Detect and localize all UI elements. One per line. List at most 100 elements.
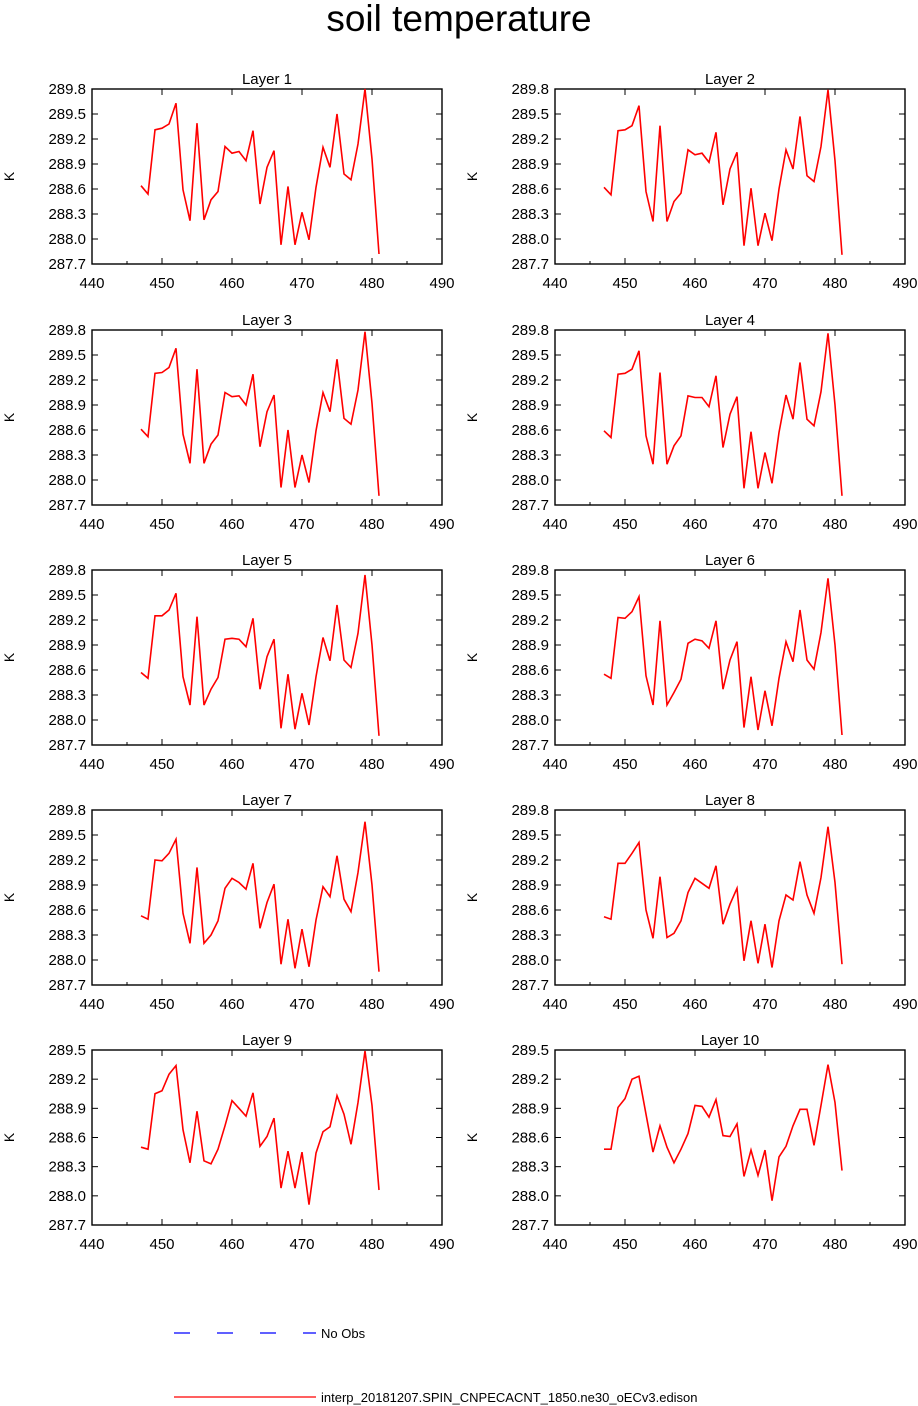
y-tick-label: 287.7 bbox=[48, 1217, 86, 1234]
y-tick-label: 288.6 bbox=[48, 902, 86, 919]
x-tick-label: 490 bbox=[429, 756, 454, 773]
y-tick-label: 289.2 bbox=[511, 852, 549, 869]
y-tick-label: 288.3 bbox=[48, 447, 86, 464]
y-tick-label: 288.0 bbox=[48, 952, 86, 969]
x-tick-label: 490 bbox=[429, 516, 454, 533]
y-axis-label: K bbox=[464, 1132, 480, 1142]
y-tick-label: 288.0 bbox=[48, 1188, 86, 1205]
y-tick-label: 288.9 bbox=[48, 156, 86, 173]
plot-frame bbox=[554, 88, 906, 265]
x-tick-label: 480 bbox=[359, 1236, 384, 1253]
panel-4: Layer 4 K 287.7 288.0 288.3 288.6 288.9 289.2 28… bbox=[464, 312, 918, 533]
panel-1: Layer 1 K 287.7 288.0 288.3 288.6 288.9 289.2 28… bbox=[1, 71, 455, 292]
y-tick-label: 289.5 bbox=[511, 827, 549, 844]
y-tick-label: 288.9 bbox=[511, 1100, 549, 1117]
y-tick-label: 289.8 bbox=[511, 322, 549, 339]
x-tick-label: 440 bbox=[79, 275, 104, 292]
panel-title: Layer 6 bbox=[705, 552, 755, 569]
x-tick-label: 490 bbox=[892, 275, 917, 292]
x-tick-label: 440 bbox=[542, 1236, 567, 1253]
y-tick-label: 288.0 bbox=[48, 231, 86, 248]
panel-title: Layer 8 bbox=[705, 792, 755, 809]
panel-3: Layer 3 K 287.7 288.0 288.3 288.6 288.9 289.2 28… bbox=[1, 312, 455, 533]
x-tick-label: 440 bbox=[542, 756, 567, 773]
x-tick-label: 460 bbox=[682, 275, 707, 292]
y-tick-label: 289.5 bbox=[511, 587, 549, 604]
plot-frame bbox=[91, 329, 443, 506]
y-axis-label: K bbox=[464, 652, 480, 662]
panel-5: Layer 5 K 287.7 288.0 288.3 288.6 288.9 289.2 28… bbox=[1, 552, 455, 773]
y-tick-label: 289.8 bbox=[48, 322, 86, 339]
y-tick-label: 287.7 bbox=[48, 977, 86, 994]
x-tick-label: 480 bbox=[359, 756, 384, 773]
x-tick-label: 450 bbox=[612, 756, 637, 773]
panel-title: Layer 3 bbox=[242, 312, 292, 329]
panel-10: Layer 10 K 287.7 288.0 288.3 288.6 288.9 289.2 2… bbox=[464, 1032, 918, 1253]
x-tick-label: 470 bbox=[752, 275, 777, 292]
y-tick-label: 288.6 bbox=[511, 662, 549, 679]
y-tick-label: 289.2 bbox=[48, 1071, 86, 1088]
y-axis-label: K bbox=[464, 171, 480, 181]
y-tick-label: 288.0 bbox=[48, 712, 86, 729]
x-tick-label: 490 bbox=[892, 516, 917, 533]
y-axis-label: K bbox=[1, 1132, 17, 1142]
x-tick-label: 480 bbox=[822, 275, 847, 292]
y-tick-label: 289.5 bbox=[511, 347, 549, 364]
y-tick-label: 289.2 bbox=[511, 612, 549, 629]
panel-title: Layer 7 bbox=[242, 792, 292, 809]
plot-frame bbox=[554, 809, 906, 986]
y-axis-label: K bbox=[464, 412, 480, 422]
y-tick-label: 288.0 bbox=[511, 231, 549, 248]
y-tick-label: 289.2 bbox=[511, 372, 549, 389]
x-tick-label: 460 bbox=[682, 996, 707, 1013]
x-tick-label: 490 bbox=[892, 996, 917, 1013]
x-tick-label: 440 bbox=[79, 516, 104, 533]
x-tick-label: 480 bbox=[822, 516, 847, 533]
x-tick-label: 450 bbox=[149, 1236, 174, 1253]
y-tick-label: 288.9 bbox=[48, 397, 86, 414]
y-tick-label: 288.6 bbox=[48, 662, 86, 679]
y-tick-label: 289.2 bbox=[48, 131, 86, 148]
x-tick-label: 470 bbox=[752, 756, 777, 773]
x-tick-label: 460 bbox=[219, 1236, 244, 1253]
x-tick-label: 480 bbox=[822, 1236, 847, 1253]
legend-label-model: interp_20181207.SPIN_CNPECACNT_1850.ne30… bbox=[321, 1390, 698, 1405]
y-tick-label: 287.7 bbox=[48, 497, 86, 514]
y-tick-label: 289.5 bbox=[511, 1042, 549, 1059]
x-tick-label: 470 bbox=[289, 996, 314, 1013]
legend: No Obs interp_20181207.SPIN_CNPECACNT_18… bbox=[174, 1326, 698, 1405]
x-tick-label: 480 bbox=[822, 756, 847, 773]
x-tick-label: 460 bbox=[682, 756, 707, 773]
x-tick-label: 440 bbox=[79, 1236, 104, 1253]
x-tick-label: 440 bbox=[79, 756, 104, 773]
x-tick-label: 470 bbox=[289, 275, 314, 292]
x-tick-label: 450 bbox=[149, 275, 174, 292]
series-line-model bbox=[140, 574, 380, 736]
series-line-model bbox=[140, 821, 380, 972]
x-tick-label: 470 bbox=[289, 756, 314, 773]
x-tick-label: 470 bbox=[752, 996, 777, 1013]
y-tick-label: 288.6 bbox=[511, 181, 549, 198]
x-tick-label: 470 bbox=[289, 516, 314, 533]
y-tick-label: 288.3 bbox=[48, 687, 86, 704]
series-line-model bbox=[603, 826, 843, 968]
y-tick-label: 287.7 bbox=[511, 977, 549, 994]
panel-7: Layer 7 K 287.7 288.0 288.3 288.6 288.9 289.2 28… bbox=[1, 792, 455, 1013]
y-tick-label: 288.9 bbox=[511, 637, 549, 654]
x-tick-label: 460 bbox=[219, 756, 244, 773]
y-tick-label: 289.2 bbox=[511, 131, 549, 148]
y-tick-label: 289.8 bbox=[511, 81, 549, 98]
series-line-model bbox=[140, 331, 380, 496]
y-tick-label: 288.9 bbox=[511, 156, 549, 173]
x-tick-label: 470 bbox=[752, 516, 777, 533]
y-tick-label: 288.0 bbox=[511, 1188, 549, 1205]
plot-frame bbox=[91, 809, 443, 986]
y-tick-label: 288.0 bbox=[48, 472, 86, 489]
y-tick-label: 287.7 bbox=[511, 497, 549, 514]
y-tick-label: 288.3 bbox=[48, 206, 86, 223]
x-tick-label: 480 bbox=[359, 516, 384, 533]
panel-title: Layer 1 bbox=[242, 71, 292, 88]
y-tick-label: 289.8 bbox=[48, 802, 86, 819]
y-tick-label: 288.6 bbox=[48, 181, 86, 198]
